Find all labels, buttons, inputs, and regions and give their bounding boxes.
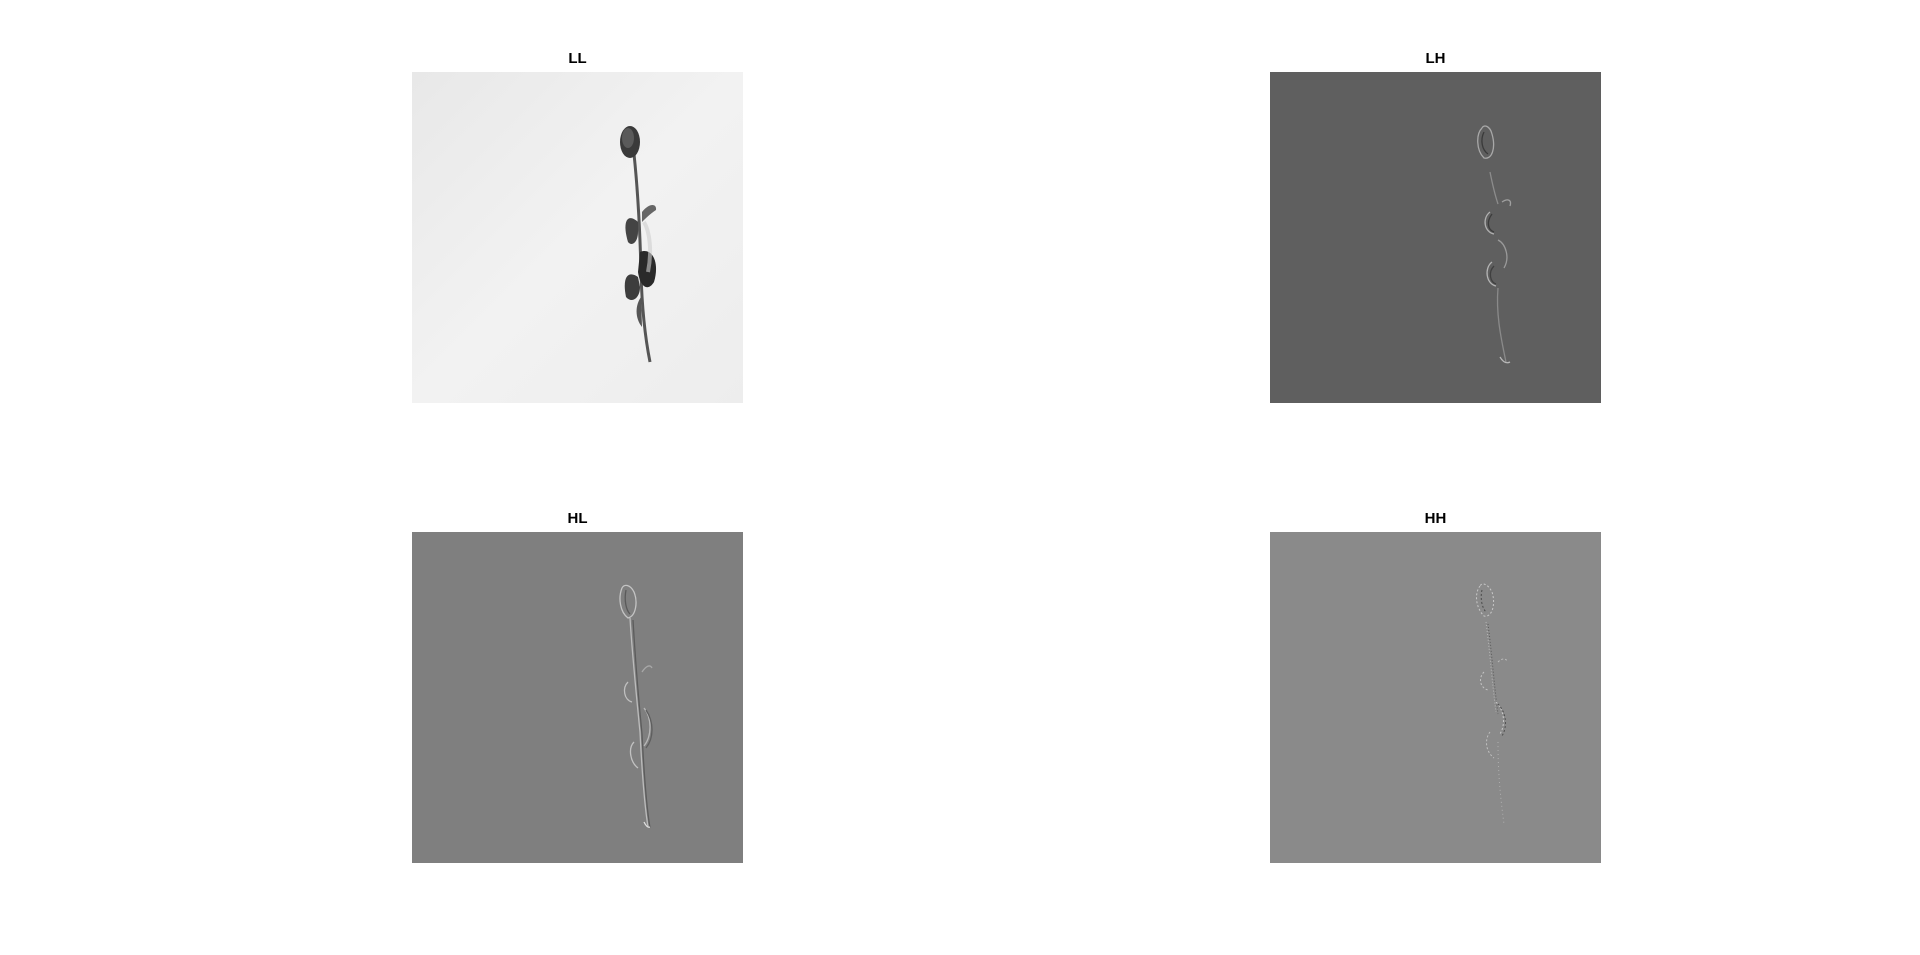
flower-image xyxy=(1270,72,1601,403)
subplot-hl: HL xyxy=(412,510,743,863)
image-lh xyxy=(1270,72,1601,403)
flower-image xyxy=(412,72,743,403)
image-hh xyxy=(1270,532,1601,863)
subplot-lh: LH xyxy=(1270,50,1601,403)
subplot-title-lh: LH xyxy=(1425,50,1446,67)
flower-image xyxy=(412,532,743,863)
subplot-ll: LL xyxy=(412,50,743,403)
subplot-title-ll: LL xyxy=(568,50,587,67)
image-ll xyxy=(412,72,743,403)
subplot-hh: HH xyxy=(1270,510,1601,863)
image-hl xyxy=(412,532,743,863)
subplot-title-hl: HL xyxy=(567,510,588,527)
subplot-title-hh: HH xyxy=(1424,510,1447,527)
flower-image xyxy=(1270,532,1601,863)
